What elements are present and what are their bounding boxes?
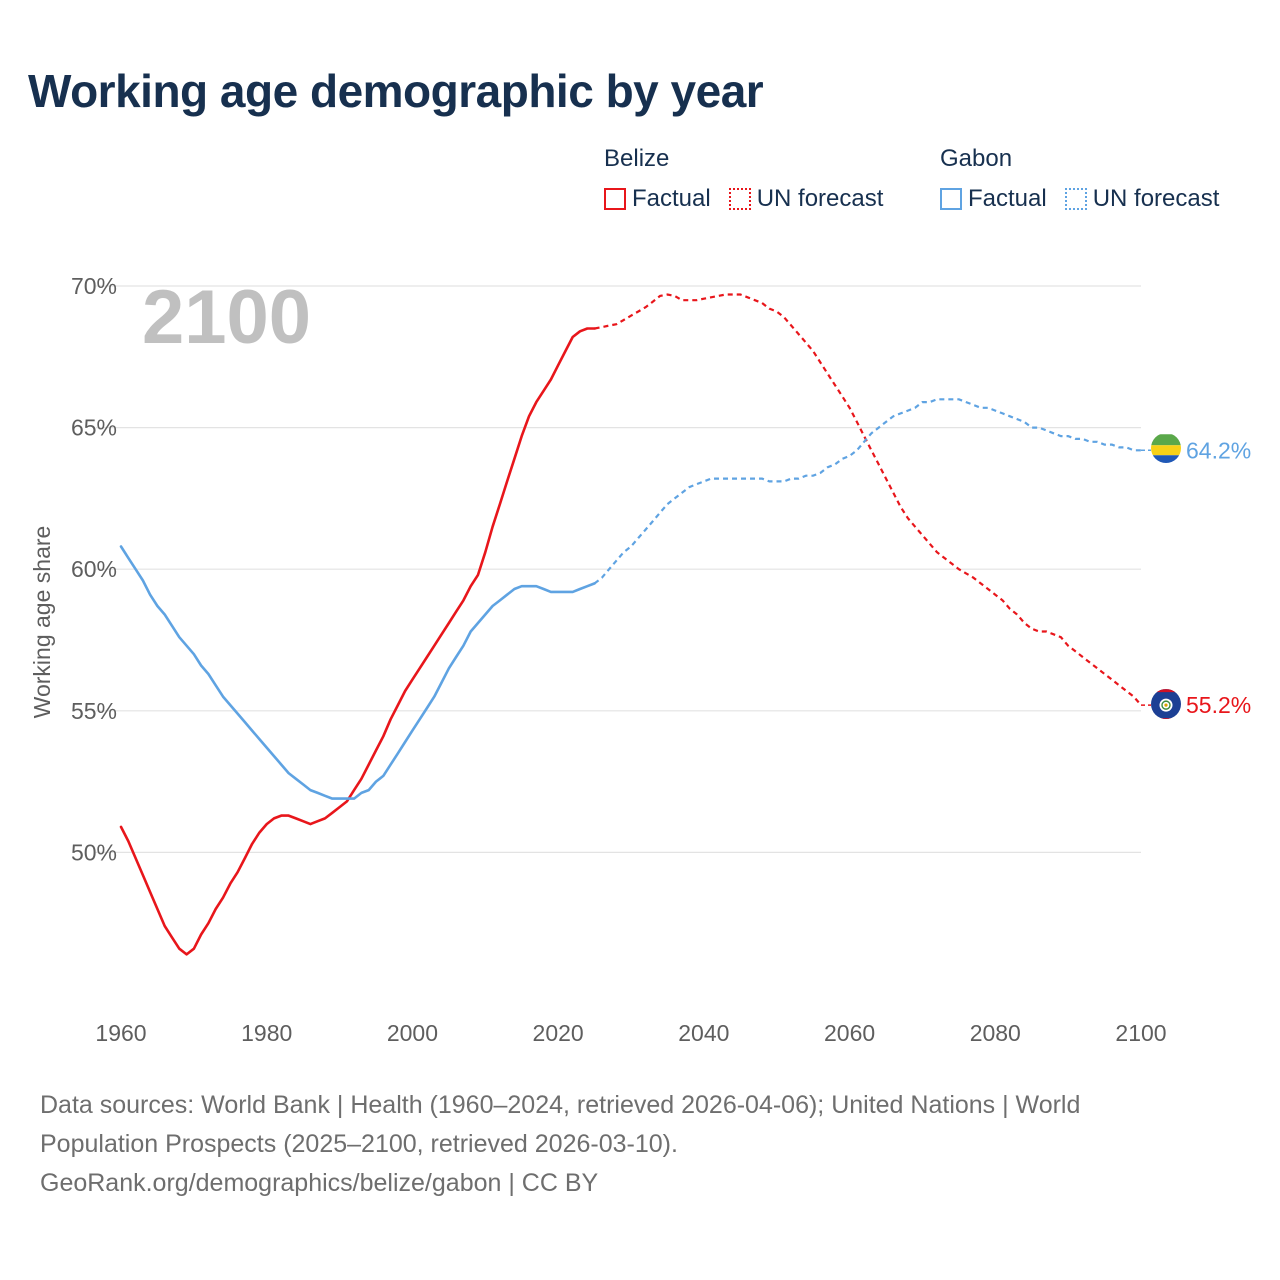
legend-gabon[interactable]: Gabon Factual UN forecast (940, 145, 1219, 213)
year-watermark: 2100 (142, 275, 311, 360)
line-chart: 50% 55% 60% 65% 70% 1960 1980 2000 2020 2040 2060 2… (29, 273, 1251, 1046)
legend-item-gabon-factual[interactable]: Factual (940, 185, 1047, 213)
x-tick-label: 2100 (1115, 1020, 1166, 1046)
y-tick-label: 55% (71, 698, 117, 724)
legend-label-belize-factual: Factual (632, 185, 711, 212)
legend-swatch-gabon-forecast (1064, 188, 1087, 210)
x-tick-label: 1960 (95, 1020, 146, 1046)
end-value-label-belize: 55.2% (1186, 692, 1251, 718)
footer-line-2: Population Prospects (2025–2100, retriev… (40, 1130, 678, 1158)
x-tick-label: 1980 (241, 1020, 292, 1046)
series-line-belize-forecast[interactable] (594, 293, 1142, 706)
footer-line-3[interactable]: GeoRank.org/demographics/belize/gabon | … (40, 1169, 599, 1197)
x-tick-label: 2060 (824, 1020, 875, 1046)
end-value-label-gabon: 64.2% (1186, 437, 1251, 463)
chart-title: Working age demographic by year (28, 65, 764, 117)
x-tick-label: 2020 (533, 1020, 584, 1046)
x-tick-label: 2000 (387, 1020, 438, 1046)
legend-label-gabon-forecast: UN forecast (1092, 185, 1220, 212)
legend-swatch-gabon-factual (940, 188, 962, 210)
legend-item-gabon-forecast[interactable]: UN forecast (1064, 185, 1220, 213)
legend-label-belize-forecast: UN forecast (756, 185, 884, 212)
legend-item-belize-factual[interactable]: Factual (604, 185, 711, 213)
x-tick-label: 2040 (678, 1020, 729, 1046)
footer-sources: Data sources: World Bank | Health (1960–… (40, 1086, 1240, 1203)
legend-country-belize: Belize (604, 145, 670, 172)
legend-swatch-belize-forecast (728, 188, 751, 210)
legend-label-gabon-factual: Factual (968, 185, 1047, 212)
y-axis-label: Working age share (29, 526, 55, 719)
legend-country-gabon: Gabon (940, 145, 1013, 172)
series-line-gabon-forecast[interactable] (593, 398, 1141, 585)
belize-flag-icon (1151, 689, 1181, 719)
y-tick-label: 65% (71, 415, 117, 441)
legend-swatch-belize-factual (604, 188, 626, 210)
y-tick-label: 70% (71, 273, 117, 299)
footer-line-1: Data sources: World Bank | Health (1960–… (40, 1091, 1081, 1119)
x-tick-label: 2080 (970, 1020, 1021, 1046)
legend-belize[interactable]: Belize Factual UN forecast (604, 145, 883, 213)
y-tick-label: 60% (71, 556, 117, 582)
series-line-gabon-factual[interactable] (119, 545, 596, 800)
gabon-flag-icon (1151, 434, 1181, 463)
y-tick-label: 50% (71, 839, 117, 865)
legend-item-belize-forecast[interactable]: UN forecast (728, 185, 884, 213)
series-line-belize-factual[interactable] (119, 327, 596, 956)
